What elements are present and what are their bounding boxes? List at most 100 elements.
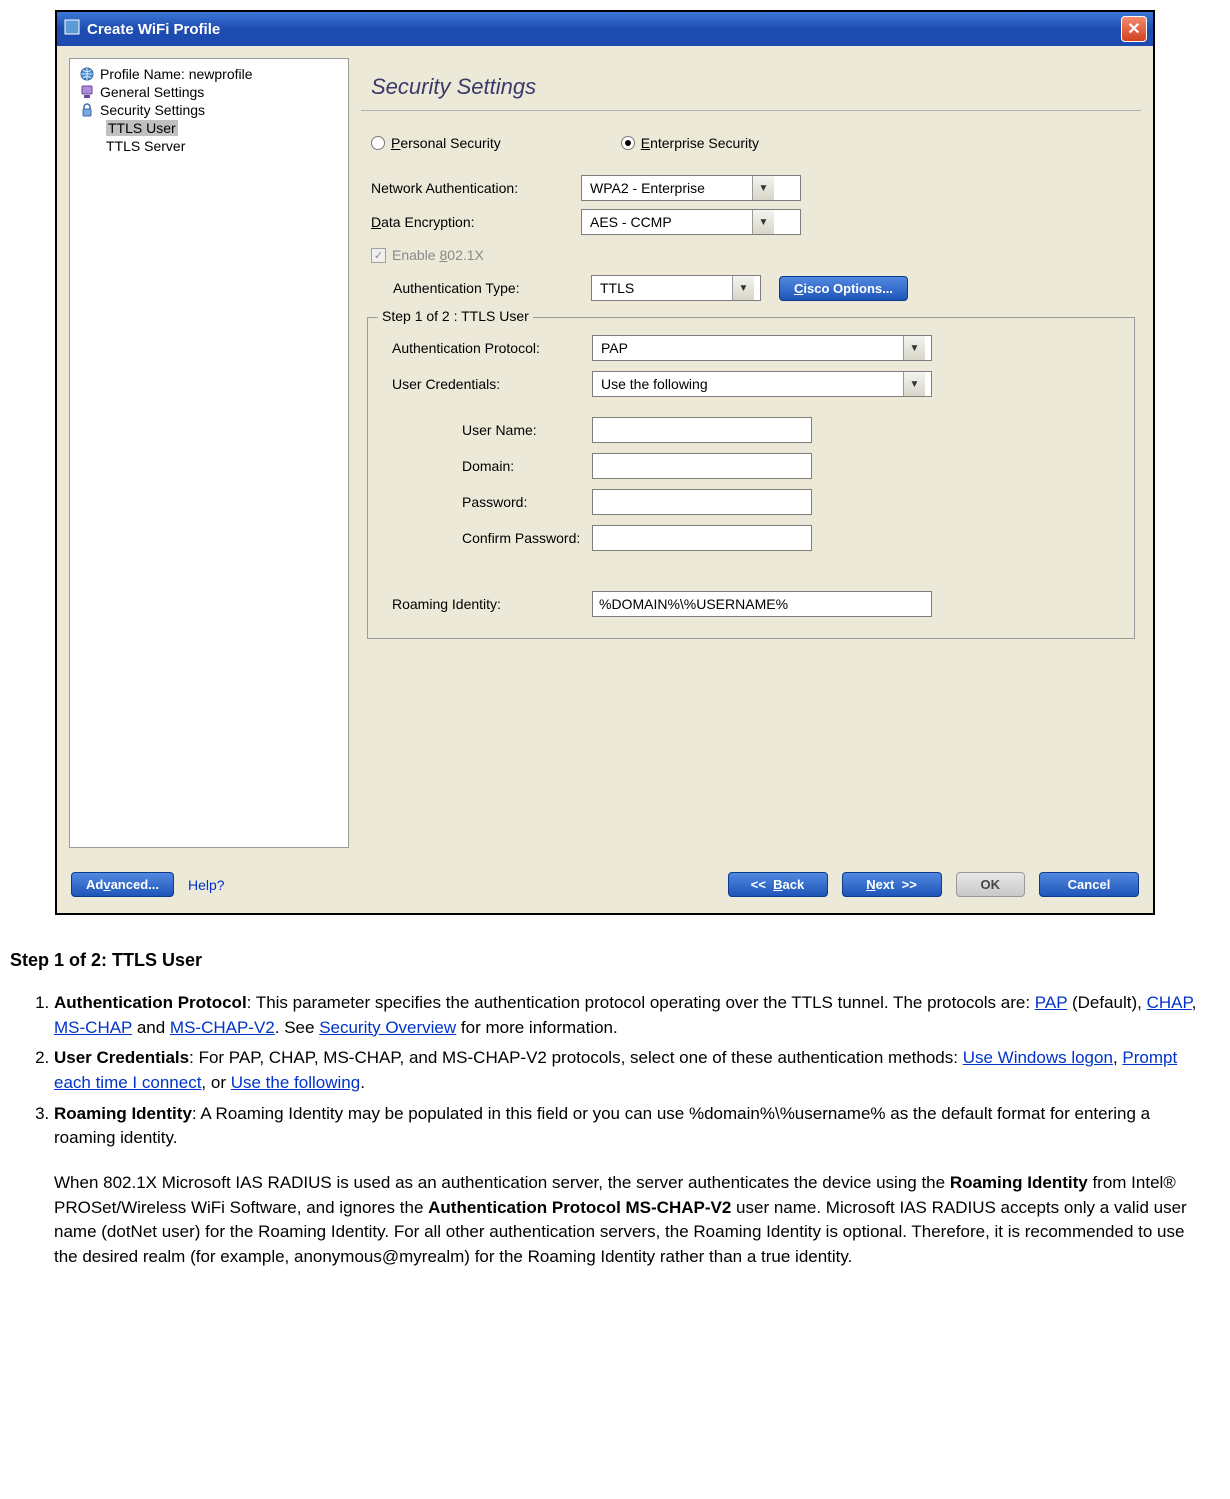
link-ms-chap-v2[interactable]: MS-CHAP-V2 <box>170 1018 275 1037</box>
doc-text: : For PAP, CHAP, MS-CHAP, and MS-CHAP-V2… <box>189 1048 963 1067</box>
doc-text: : A Roaming Identity may be populated in… <box>54 1104 1150 1148</box>
help-link[interactable]: Help? <box>188 877 225 893</box>
lock-icon <box>78 102 96 118</box>
window-body: Profile Name: newprofile General Setting… <box>57 46 1153 860</box>
doc-bold: User Credentials <box>54 1048 189 1067</box>
doc-text: (Default), <box>1067 993 1146 1012</box>
ok-button[interactable]: OK <box>956 872 1026 897</box>
chevron-down-icon: ▼ <box>752 176 774 200</box>
window-title: Create WiFi Profile <box>87 21 220 38</box>
titlebar[interactable]: Create WiFi Profile ✕ <box>57 12 1153 46</box>
back-button[interactable]: << Back <box>728 872 828 897</box>
combo-network-authentication[interactable]: WPA2 - Enterprise ▼ <box>581 175 801 201</box>
link-use-windows-logon[interactable]: Use Windows logon <box>963 1048 1113 1067</box>
sidebar-tree: Profile Name: newprofile General Setting… <box>69 58 349 848</box>
doc-text: . See <box>275 1018 319 1037</box>
footer-buttons: Advanced... Help? << Back Next >> OK Can… <box>57 860 1153 913</box>
section-heading: Security Settings <box>361 58 1141 111</box>
fieldset-legend: Step 1 of 2 : TTLS User <box>378 308 533 324</box>
link-use-the-following[interactable]: Use the following <box>231 1073 360 1092</box>
app-icon <box>63 18 81 40</box>
combo-data-encryption[interactable]: AES - CCMP ▼ <box>581 209 801 235</box>
tree-item-general-settings[interactable]: General Settings <box>76 83 342 101</box>
input-user-name[interactable] <box>592 417 812 443</box>
row-password: Password: <box>378 484 1124 520</box>
doc-text: , <box>1192 993 1197 1012</box>
advanced-button[interactable]: Advanced... <box>71 872 174 897</box>
row-enable-8021x: ✓ Enable 802.1X <box>361 239 1141 271</box>
fieldset-step-ttls-user: Step 1 of 2 : TTLS User Authentication P… <box>367 317 1135 639</box>
doc-text: When 802.1X Microsoft IAS RADIUS is used… <box>54 1173 950 1192</box>
input-confirm-password[interactable] <box>592 525 812 551</box>
label-enable-8021x: Enable 802.1X <box>392 247 484 263</box>
radio-personal-security[interactable]: Personal Security <box>371 135 501 151</box>
doc-paragraph: When 802.1X Microsoft IAS RADIUS is used… <box>54 1171 1200 1270</box>
chevron-down-icon: ▼ <box>732 276 754 300</box>
security-mode-radios: Personal Security Enterprise Security <box>361 127 1141 171</box>
label-user-name: User Name: <box>382 422 592 438</box>
doc-bold: Authentication Protocol <box>54 993 247 1012</box>
input-roaming-identity[interactable] <box>592 591 932 617</box>
doc-text: , <box>1113 1048 1122 1067</box>
row-roaming-identity: Roaming Identity: <box>378 586 1124 622</box>
row-domain: Domain: <box>378 448 1124 484</box>
link-ms-chap[interactable]: MS-CHAP <box>54 1018 132 1037</box>
doc-text: and <box>132 1018 170 1037</box>
doc-bold: Roaming Identity <box>54 1104 192 1123</box>
combo-value: Use the following <box>593 372 903 396</box>
radio-enterprise-security[interactable]: Enterprise Security <box>621 135 759 151</box>
combo-value: WPA2 - Enterprise <box>582 176 752 200</box>
next-button[interactable]: Next >> <box>842 872 942 897</box>
tree-label: Profile Name: newprofile <box>100 66 253 82</box>
input-password[interactable] <box>592 489 812 515</box>
row-user-credentials: User Credentials: Use the following ▼ <box>378 366 1124 402</box>
tree-item-ttls-user[interactable]: TTLS User <box>76 119 342 137</box>
label-network-authentication: Network Authentication: <box>371 180 581 196</box>
general-icon <box>78 84 96 100</box>
label-password: Password: <box>382 494 592 510</box>
input-domain[interactable] <box>592 453 812 479</box>
link-chap[interactable]: CHAP <box>1147 993 1192 1012</box>
close-button[interactable]: ✕ <box>1121 16 1147 42</box>
row-network-authentication: Network Authentication: WPA2 - Enterpris… <box>361 171 1141 205</box>
combo-authentication-type[interactable]: TTLS ▼ <box>591 275 761 301</box>
tree-item-profile-name[interactable]: Profile Name: newprofile <box>76 65 342 83</box>
doc-list: Authentication Protocol: This parameter … <box>10 991 1200 1269</box>
label-domain: Domain: <box>382 458 592 474</box>
combo-value: TTLS <box>592 276 732 300</box>
doc-item-roaming-identity: Roaming Identity: A Roaming Identity may… <box>54 1102 1200 1270</box>
radio-label: Personal Security <box>391 135 501 151</box>
window: Create WiFi Profile ✕ Profile Name: newp… <box>55 10 1155 915</box>
link-pap[interactable]: PAP <box>1035 993 1067 1012</box>
combo-user-credentials[interactable]: Use the following ▼ <box>592 371 932 397</box>
chevron-down-icon: ▼ <box>752 210 774 234</box>
radio-icon <box>371 136 385 150</box>
row-data-encryption: Data Encryption: AES - CCMP ▼ <box>361 205 1141 239</box>
tree-label: Security Settings <box>100 102 205 118</box>
link-security-overview[interactable]: Security Overview <box>319 1018 456 1037</box>
combo-authentication-protocol[interactable]: PAP ▼ <box>592 335 932 361</box>
radio-label: Enterprise Security <box>641 135 759 151</box>
chevron-down-icon: ▼ <box>903 336 925 360</box>
tree-item-security-settings[interactable]: Security Settings <box>76 101 342 119</box>
doc-text: . <box>360 1073 365 1092</box>
label-data-encryption: Data Encryption: <box>371 214 581 230</box>
tree-item-ttls-server[interactable]: TTLS Server <box>76 137 342 155</box>
label-confirm-password: Confirm Password: <box>382 530 592 546</box>
doc-bold: Authentication Protocol MS-CHAP-V2 <box>428 1198 731 1217</box>
cancel-button[interactable]: Cancel <box>1039 872 1139 897</box>
checkbox-enable-8021x: ✓ <box>371 248 386 263</box>
row-authentication-type: Authentication Type: TTLS ▼ Cisco Option… <box>361 271 1141 311</box>
tree-label: TTLS Server <box>106 138 185 154</box>
doc-heading: Step 1 of 2: TTLS User <box>10 947 1200 973</box>
label-authentication-type: Authentication Type: <box>393 280 573 296</box>
radio-icon <box>621 136 635 150</box>
label-roaming-identity: Roaming Identity: <box>382 596 592 612</box>
combo-value: AES - CCMP <box>582 210 752 234</box>
row-confirm-password: Confirm Password: <box>378 520 1124 556</box>
doc-section: Step 1 of 2: TTLS User Authentication Pr… <box>0 925 1210 1306</box>
cisco-options-button[interactable]: Cisco Options... <box>779 276 908 301</box>
doc-text: , or <box>201 1073 230 1092</box>
doc-item-user-credentials: User Credentials: For PAP, CHAP, MS-CHAP… <box>54 1046 1200 1095</box>
doc-text: for more information. <box>456 1018 618 1037</box>
